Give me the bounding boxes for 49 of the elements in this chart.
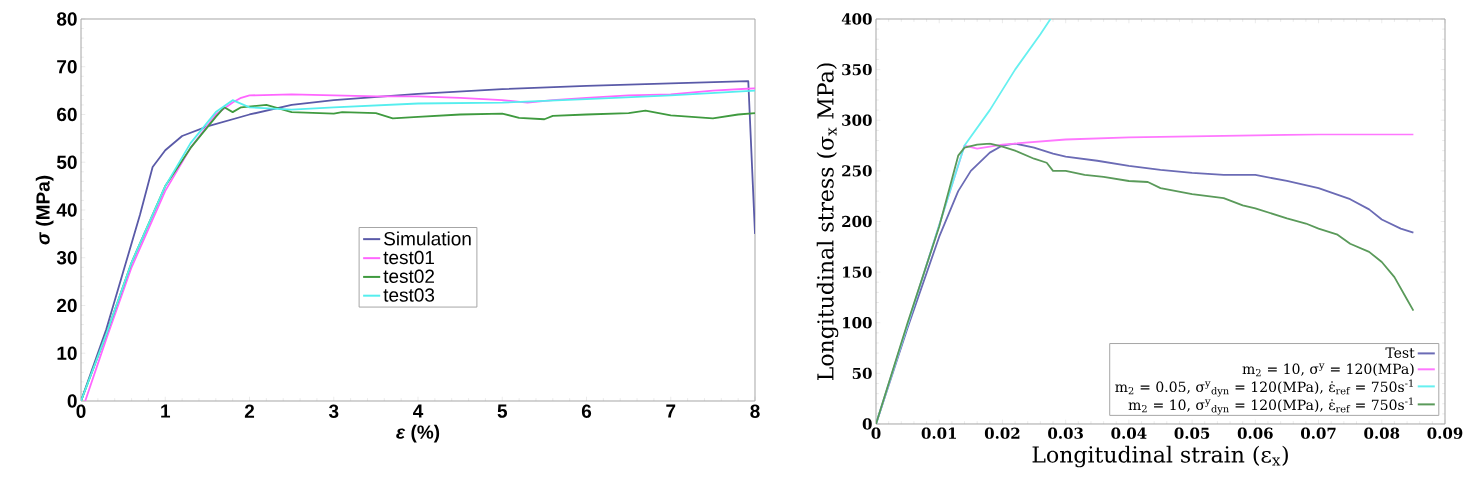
text: m$_{2}$ = 10, σ$^{y}$$_{dyn}$ = 120(MPa), ε̇$_{ref}$ = 750s$^{-1}$ [1128, 397, 1413, 415]
x-tick-label: 0.08 [1364, 427, 1400, 439]
x-tick-label: 0.02 [984, 427, 1020, 439]
x-tick-label: 0.01 [921, 427, 956, 439]
y-tick-label: 80 [56, 12, 77, 26]
y-tick-label: 50 [56, 155, 77, 169]
y-tick-label: 70 [57, 60, 77, 74]
x-tick-label: 5 [497, 404, 508, 418]
x-axis-title: Longitudinal strain (ε$_{x}$) [1032, 445, 1288, 468]
y-tick-label: 30 [56, 251, 77, 265]
legend-label: test01 [383, 250, 435, 265]
legend-label: Simulation [384, 231, 471, 246]
y-tick-label: 0 [67, 394, 77, 408]
text: m$_{2}$ = 0.05, σ$^{y}$$_{dyn}$ = 120(MPa), ε̇$_{ref}$ = 750s$^{-1}$ [1115, 379, 1413, 397]
x-tick-label: 0.07 [1301, 427, 1336, 439]
y-tick-label: 10 [57, 346, 77, 360]
y-tick-label: 200 [842, 215, 872, 228]
x-tick-label: 8 [750, 404, 760, 418]
y-tick-label: 60 [57, 107, 77, 122]
legend-label: m$_{2}$ = 10, σ$^{y}$ = 120(MPa) [1242, 363, 1414, 377]
x-tick-label: 6 [581, 404, 592, 418]
x-axis-title: ε (%) [396, 424, 440, 443]
y-tick-label: 400 [841, 13, 872, 25]
y-tick-label: 300 [842, 114, 872, 126]
x-tick-label: 2 [244, 404, 255, 418]
y-tick-label: 50 [852, 367, 872, 380]
x-tick-label: 1 [161, 404, 171, 418]
y-tick-label: 0 [862, 418, 872, 430]
x-tick-label: 0.03 [1048, 427, 1083, 439]
legend-label: Test [1385, 347, 1415, 358]
x-tick-label: 0 [76, 404, 86, 418]
x-tick-label: 0.09 [1427, 427, 1463, 439]
y-tick-label: 40 [56, 203, 77, 217]
x-tick-label: 0.06 [1237, 427, 1273, 439]
y-tick-label: 100 [843, 317, 872, 329]
x-tick-label: 0.05 [1174, 427, 1210, 439]
y-tick-label: 150 [843, 266, 872, 278]
x-tick-label: 4 [413, 404, 424, 418]
y-tick-label: 20 [57, 298, 77, 313]
y-axis-title: Longitudinal stress (σ$_{x}$ MPa) [816, 63, 839, 381]
x-tick-label: 7 [666, 404, 676, 418]
x-tick-label: 3 [328, 404, 339, 418]
x-tick-label: 0.04 [1111, 427, 1147, 439]
legend-label: test02 [383, 269, 434, 283]
y-axis-title: σ (MPa) [35, 175, 54, 245]
legend-label: test03 [383, 288, 435, 302]
y-tick-label: 350 [842, 63, 872, 76]
x-tick-label: 0 [871, 427, 881, 439]
y-tick-label: 250 [842, 165, 872, 177]
